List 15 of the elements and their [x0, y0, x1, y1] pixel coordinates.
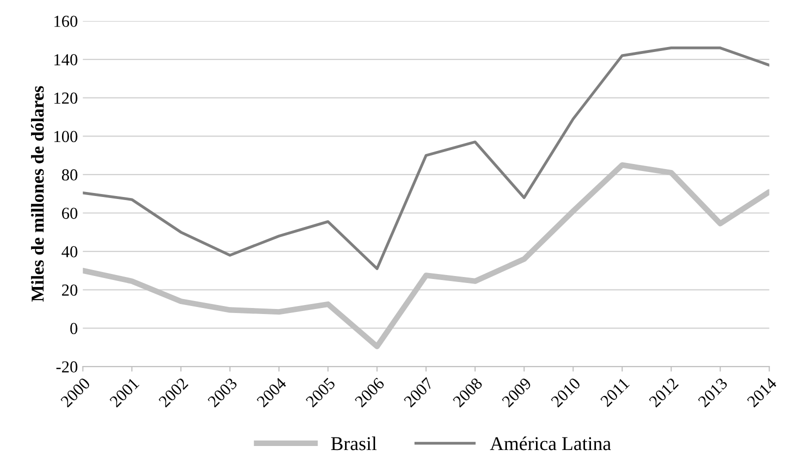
line-series — [82, 46, 770, 270]
y-tick-label: -20 — [56, 361, 78, 373]
legend-label: Brasil — [331, 436, 377, 450]
x-tick-label: 2011 — [600, 377, 630, 408]
y-tick-label: 100 — [54, 130, 78, 142]
y-tick-label: 20 — [62, 284, 78, 296]
y-tick-label: 40 — [62, 246, 78, 258]
y-tick-label: 140 — [54, 54, 78, 66]
y-axis-title: Miles de millones de dólares — [31, 86, 44, 302]
y-tick-label: 60 — [62, 208, 78, 219]
y-tick-label: 120 — [54, 92, 78, 104]
y-tick-label: 160 — [54, 16, 78, 27]
y-tick-label: 0 — [70, 322, 78, 334]
y-tick-label: 80 — [62, 169, 78, 181]
legend-label: América Latina — [490, 436, 611, 450]
